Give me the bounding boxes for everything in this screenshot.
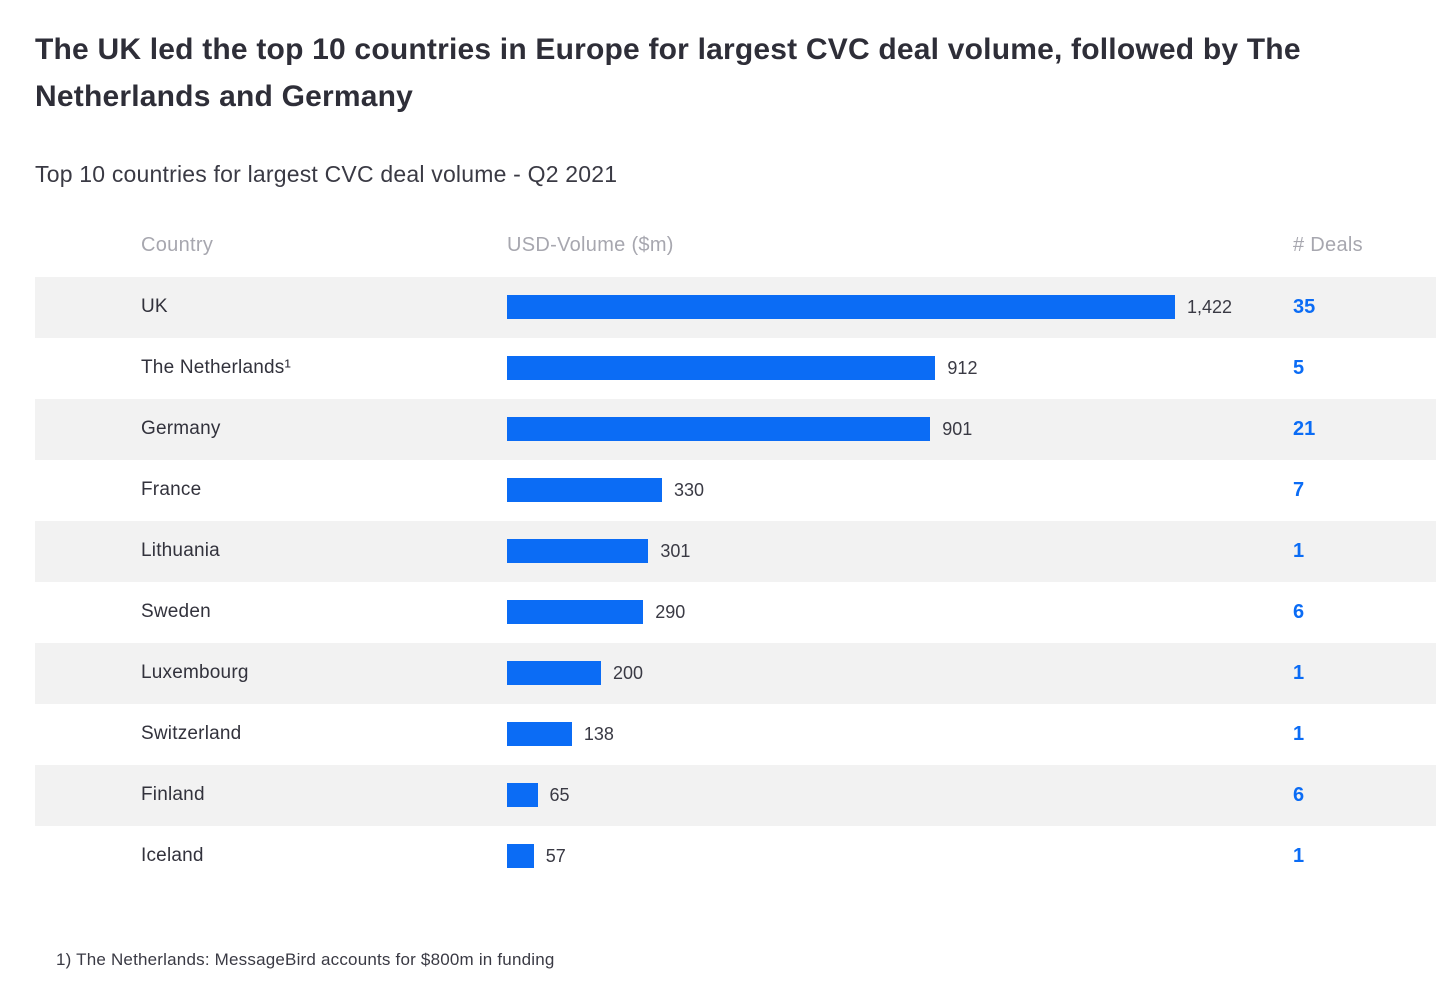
table-row: Luxembourg 200 1	[35, 642, 1436, 704]
deal-count: 6	[1293, 600, 1305, 623]
table-row: France 330 7	[35, 460, 1436, 521]
country-label: The Netherlands¹	[141, 357, 291, 379]
deal-count: 5	[1293, 356, 1305, 379]
column-header-deals: # Deals	[1293, 233, 1363, 256]
table-row: Sweden 290 6	[35, 582, 1436, 643]
country-label: UK	[141, 296, 168, 318]
table-row: The Netherlands¹ 912 5	[35, 338, 1436, 399]
volume-bar	[507, 661, 601, 686]
deal-count: 1	[1293, 722, 1305, 745]
deal-count: 6	[1293, 783, 1305, 806]
table-row: Germany 901 21	[35, 398, 1436, 460]
volume-value: 301	[660, 540, 691, 561]
country-label: Luxembourg	[141, 662, 249, 684]
chart-table: Country USD-Volume ($m) # Deals UK 1,422…	[35, 234, 1436, 887]
bar-area: 330	[507, 478, 1267, 503]
volume-value: 290	[655, 601, 686, 622]
deal-count: 21	[1293, 417, 1316, 440]
column-header-country: Country	[141, 233, 214, 256]
country-label: Sweden	[141, 601, 211, 623]
deal-count: 1	[1293, 844, 1305, 867]
country-label: Lithuania	[141, 540, 220, 562]
volume-value: 912	[947, 357, 978, 378]
volume-bar	[507, 783, 538, 808]
volume-value: 200	[612, 662, 643, 683]
footnote: 1) The Netherlands: MessageBird accounts…	[56, 950, 555, 969]
bar-area: 1,422	[507, 295, 1267, 320]
table-body: UK 1,422 35 The Netherlands¹ 912 5 Germa…	[35, 276, 1436, 887]
volume-bar	[507, 478, 663, 503]
deal-count: 7	[1293, 478, 1305, 501]
table-row: Finland 65 6	[35, 764, 1436, 826]
column-header-volume: USD-Volume ($m)	[507, 233, 674, 256]
country-label: Germany	[141, 418, 221, 440]
table-row: Iceland 57 1	[35, 826, 1436, 887]
volume-bar	[507, 600, 644, 625]
chart-subtitle: Top 10 countries for largest CVC deal vo…	[35, 160, 618, 187]
bar-area: 912	[507, 356, 1267, 381]
volume-value: 901	[942, 418, 973, 439]
bar-area: 200	[507, 661, 1267, 686]
deal-count: 1	[1293, 661, 1305, 684]
volume-value: 57	[545, 845, 566, 866]
volume-bar	[507, 722, 572, 747]
bar-area: 138	[507, 722, 1267, 747]
table-row: Lithuania 301 1	[35, 520, 1436, 582]
country-label: Switzerland	[141, 723, 242, 745]
volume-bar	[507, 356, 936, 381]
volume-bar	[507, 539, 649, 564]
table-row: UK 1,422 35	[35, 276, 1436, 338]
page-title: The UK led the top 10 countries in Europ…	[35, 33, 1301, 114]
country-label: France	[141, 479, 202, 501]
volume-value: 330	[674, 479, 705, 500]
bar-area: 301	[507, 539, 1267, 564]
table-row: Switzerland 138 1	[35, 704, 1436, 765]
bar-area: 901	[507, 417, 1267, 442]
volume-bar	[507, 844, 534, 869]
column-headers: Country USD-Volume ($m) # Deals	[35, 234, 1436, 277]
volume-bar	[507, 417, 931, 442]
volume-value: 1,422	[1187, 296, 1233, 317]
deal-count: 1	[1293, 539, 1305, 562]
volume-value: 138	[583, 723, 614, 744]
deal-count: 35	[1293, 295, 1316, 318]
bar-area: 57	[507, 844, 1267, 869]
volume-bar	[507, 295, 1175, 320]
country-label: Iceland	[141, 845, 204, 867]
country-label: Finland	[141, 784, 205, 806]
bar-area: 290	[507, 600, 1267, 625]
chart-header: The UK led the top 10 countries in Europ…	[0, 0, 1436, 188]
volume-value: 65	[549, 784, 570, 805]
bar-area: 65	[507, 783, 1267, 808]
